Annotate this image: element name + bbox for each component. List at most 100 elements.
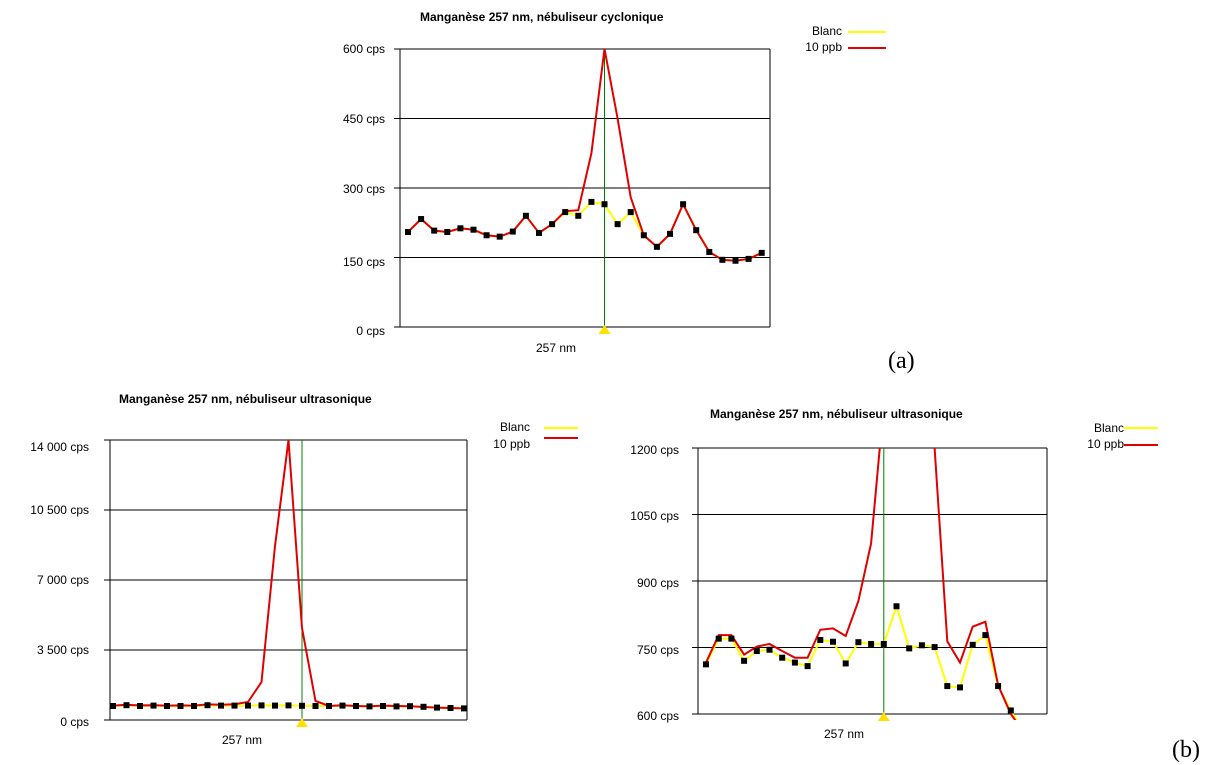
y-tick-label: 7 000 cps	[36, 573, 89, 587]
legend-10ppb: 10 ppb	[493, 437, 530, 451]
legend-swatch-blanc	[848, 31, 886, 33]
legend-blanc: Blanc	[499, 420, 530, 434]
data-point	[536, 229, 542, 236]
data-point	[444, 229, 451, 236]
data-point	[575, 212, 582, 219]
data-point	[164, 703, 170, 709]
panel-label-a: (a)	[888, 348, 915, 374]
data-point	[245, 702, 251, 709]
y-tick-label: 1050 cps	[630, 509, 679, 523]
data-point	[715, 635, 722, 642]
y-tick-label: 1200 cps	[630, 443, 679, 457]
data-point	[601, 201, 608, 208]
data-point	[123, 702, 130, 709]
data-point	[231, 702, 238, 709]
data-point	[893, 603, 900, 610]
x-axis-label: 257 nm	[824, 727, 865, 741]
legend-swatch-10ppb	[544, 437, 578, 439]
data-point	[982, 632, 989, 639]
y-tick-label: 10 500 cps	[30, 503, 89, 517]
center-marker	[296, 718, 308, 727]
data-point	[461, 705, 467, 712]
data-point	[944, 683, 951, 690]
data-point	[918, 642, 925, 649]
data-point	[509, 228, 516, 235]
data-point	[418, 216, 425, 223]
data-point	[366, 703, 373, 710]
y-tick-label: 3 500 cps	[36, 643, 89, 657]
y-tick-label: 600 cps	[342, 42, 385, 56]
chart-a-plot	[394, 48, 771, 334]
data-point	[753, 648, 760, 655]
data-point	[393, 703, 400, 710]
data-point	[653, 243, 660, 250]
data-point	[614, 221, 621, 228]
data-point	[588, 198, 595, 205]
chart-title: Manganèse 257 nm, nébuliseur ultrasoniqu…	[710, 407, 963, 421]
legend-swatch-blanc	[544, 427, 578, 429]
data-point	[693, 227, 700, 234]
data-point	[995, 683, 1002, 690]
data-point	[434, 704, 440, 711]
legend-10ppb: 10 ppb	[805, 40, 842, 54]
series-group	[703, 448, 1018, 720]
series-group	[110, 440, 467, 712]
data-point	[496, 233, 503, 240]
data-point	[627, 209, 634, 216]
data-point	[703, 661, 709, 668]
data-point	[299, 702, 305, 709]
series-line-10ppb	[112, 440, 465, 710]
data-point	[906, 645, 913, 652]
data-point	[758, 249, 765, 256]
data-point	[150, 702, 157, 709]
data-point	[285, 702, 292, 709]
x-axis-label: 257 nm	[536, 341, 577, 355]
data-point	[745, 255, 752, 262]
chart-cyclonique: Manganèse 257 nm, nébuliseur cyclonique …	[342, 10, 886, 355]
data-point	[549, 221, 556, 228]
y-tick-label: 0 cps	[356, 324, 385, 338]
legend-swatch-10ppb	[848, 47, 886, 49]
data-point	[842, 660, 849, 667]
data-point	[431, 227, 438, 234]
data-point	[420, 703, 427, 710]
data-point	[562, 209, 569, 216]
data-point	[791, 659, 798, 666]
series-line-10ppb	[705, 448, 1017, 720]
data-point	[457, 225, 464, 232]
x-axis-label: 257 nm	[222, 733, 263, 747]
data-point	[957, 684, 963, 691]
series-group	[405, 49, 765, 264]
legend-blanc: Blanc	[1093, 421, 1124, 435]
data-point	[407, 703, 413, 710]
data-point	[1007, 707, 1014, 714]
data-point	[522, 212, 529, 219]
y-tick-label: 14 000 cps	[30, 440, 89, 454]
data-point	[817, 636, 824, 643]
data-point	[680, 201, 687, 208]
data-point	[667, 230, 673, 237]
data-point	[868, 640, 875, 647]
legend-blanc: Blanc	[811, 24, 842, 38]
chart-title: Manganèse 257 nm, nébuliseur cyclonique	[420, 10, 664, 24]
data-point	[137, 703, 143, 709]
panel-label-b: (b)	[1172, 737, 1200, 763]
legend-swatch-10ppb	[1124, 444, 1158, 446]
data-point	[470, 226, 477, 233]
data-point	[312, 703, 319, 709]
chart-title: Manganèse 257 nm, nébuliseur ultrasoniqu…	[119, 392, 372, 406]
data-point	[706, 248, 713, 255]
series-line-10ppb	[407, 49, 763, 262]
data-point	[110, 703, 116, 709]
data-point	[719, 256, 726, 263]
data-point	[779, 654, 786, 661]
data-point	[218, 702, 224, 709]
data-point	[405, 229, 411, 236]
data-point	[732, 257, 739, 264]
data-point	[830, 638, 836, 645]
data-point	[880, 640, 887, 647]
data-point	[447, 705, 454, 711]
